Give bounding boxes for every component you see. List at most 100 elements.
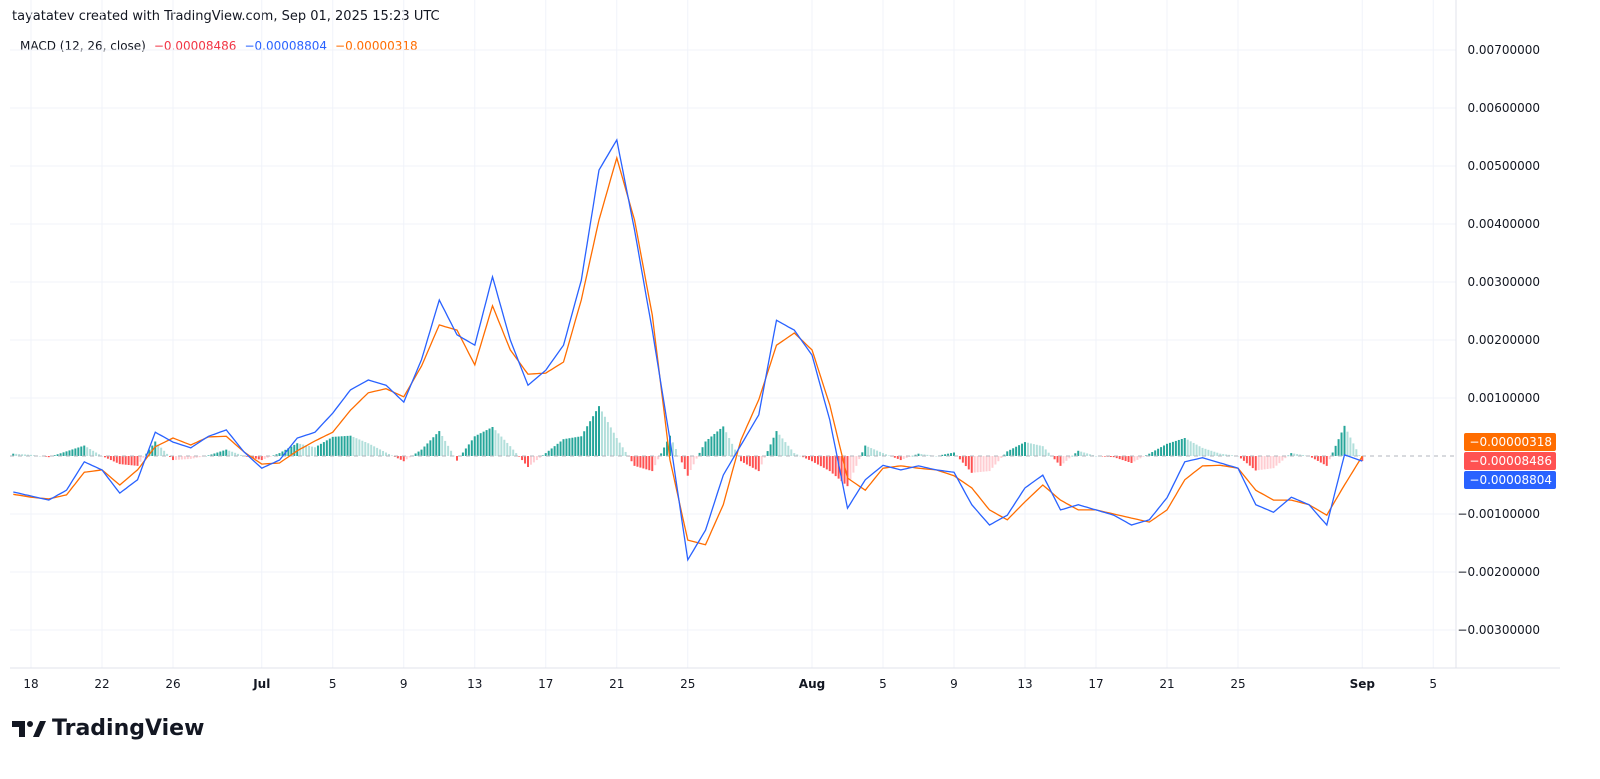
- histogram-bar: [645, 456, 648, 470]
- histogram-bar: [470, 440, 473, 456]
- time-axis[interactable]: 18 22 26 Jul 5 9 13 17 21 25 Aug 5 9 13 17 21 25 Sep 5: [23, 677, 1437, 691]
- histogram-bar: [1334, 445, 1337, 456]
- histogram-bar: [441, 435, 444, 456]
- histogram-bar: [254, 456, 257, 459]
- histogram-bar: [527, 456, 529, 468]
- price-axis[interactable]: 0.00700000 0.00600000 0.00500000 0.00400000…: [1457, 43, 1540, 637]
- x-tick-label: 5: [329, 677, 337, 691]
- histogram-bar: [742, 456, 745, 463]
- histogram-bar: [109, 456, 112, 461]
- histogram-bar: [1201, 447, 1204, 456]
- histogram-bar: [577, 436, 580, 456]
- svg-text:−0.00000318: −0.00000318: [1469, 435, 1552, 449]
- histogram-bar: [290, 446, 293, 456]
- histogram-bar: [843, 456, 846, 484]
- histogram-bar: [38, 456, 41, 457]
- histogram-bar: [488, 428, 491, 456]
- histogram-bar: [1296, 454, 1299, 456]
- histogram-bar: [322, 442, 325, 456]
- histogram-bar: [876, 450, 879, 456]
- histogram-bar: [902, 456, 905, 459]
- histogram-bar: [1260, 456, 1263, 470]
- histogram-bar: [1127, 456, 1130, 462]
- histogram-bar: [692, 456, 695, 465]
- histogram-bar: [778, 434, 781, 456]
- histogram-bar: [352, 436, 355, 456]
- histogram-bar: [793, 453, 796, 456]
- histogram-bar: [234, 452, 237, 456]
- histogram-bar: [157, 444, 160, 456]
- histogram-bar: [302, 444, 305, 456]
- histogram-bar: [192, 456, 195, 459]
- histogram-bar: [636, 456, 639, 467]
- histogram-bar: [657, 456, 660, 460]
- histogram-bar: [1080, 451, 1083, 456]
- histogram-bar: [1325, 456, 1328, 466]
- histogram-bar: [287, 448, 290, 456]
- histogram-bar: [1207, 449, 1210, 456]
- histogram-bar: [139, 456, 142, 462]
- histogram-bar: [521, 456, 524, 461]
- histogram-bar: [225, 449, 228, 456]
- histogram-bar: [68, 450, 71, 456]
- histogram-bar: [1239, 456, 1242, 459]
- histogram-bar: [997, 456, 1000, 462]
- histogram-bar: [1009, 449, 1012, 456]
- histogram-bar: [790, 449, 793, 456]
- histogram-bar: [382, 450, 385, 456]
- histogram-bar: [689, 456, 692, 471]
- histogram-bar: [541, 455, 544, 456]
- histogram-bar: [763, 456, 766, 458]
- histogram-bar: [216, 452, 219, 456]
- histogram-bar: [435, 434, 438, 456]
- histogram-bar: [231, 451, 234, 456]
- histogram-bar: [133, 456, 136, 466]
- histogram-bar: [1242, 456, 1245, 461]
- histogram-bar: [450, 450, 453, 456]
- histogram-bar: [805, 456, 808, 459]
- histogram-bar: [1254, 456, 1257, 471]
- histogram-bar: [47, 456, 50, 458]
- histogram-bar: [1166, 443, 1168, 456]
- histogram-bar: [982, 456, 985, 472]
- histogram-bar: [485, 430, 488, 456]
- histogram-bar: [316, 445, 319, 456]
- histogram-bar: [1121, 456, 1124, 461]
- tradingview-logo[interactable]: TradingView: [12, 716, 204, 741]
- histogram-bar: [281, 451, 284, 456]
- histogram-bar: [935, 456, 938, 457]
- histogram-bar: [86, 447, 89, 456]
- histogram-bar: [550, 448, 553, 456]
- histogram-bar: [571, 437, 574, 456]
- histogram-bar: [92, 450, 95, 456]
- histogram-bar: [905, 456, 908, 458]
- histogram-bar: [1148, 453, 1151, 456]
- histogram-bar: [1012, 448, 1015, 456]
- histogram-bar: [595, 411, 598, 456]
- histogram-bar: [884, 454, 887, 456]
- histogram-bar: [547, 450, 550, 456]
- x-tick-label: 26: [165, 677, 180, 691]
- histogram-bar: [387, 453, 390, 456]
- histogram-bar: [53, 455, 56, 456]
- histogram-bar: [870, 448, 873, 456]
- histogram-bar: [1065, 456, 1068, 461]
- histogram-bar: [296, 443, 299, 456]
- x-tick-label: 18: [23, 677, 38, 691]
- histogram-bar: [163, 450, 166, 456]
- x-tick-label: 13: [467, 677, 482, 691]
- histogram-bar: [444, 440, 447, 456]
- histogram-bar: [367, 443, 370, 456]
- histogram-bar: [103, 456, 106, 458]
- histogram-bar: [580, 436, 583, 456]
- histogram-bar: [1160, 447, 1163, 456]
- histogram-bar: [319, 443, 322, 456]
- histogram-bar: [716, 431, 719, 456]
- histogram-bar: [299, 443, 302, 456]
- histogram-bar: [27, 454, 30, 456]
- histogram-bar: [83, 445, 86, 456]
- histogram-bar: [420, 449, 423, 456]
- histogram-bar: [423, 446, 426, 456]
- histogram-bar: [828, 456, 831, 472]
